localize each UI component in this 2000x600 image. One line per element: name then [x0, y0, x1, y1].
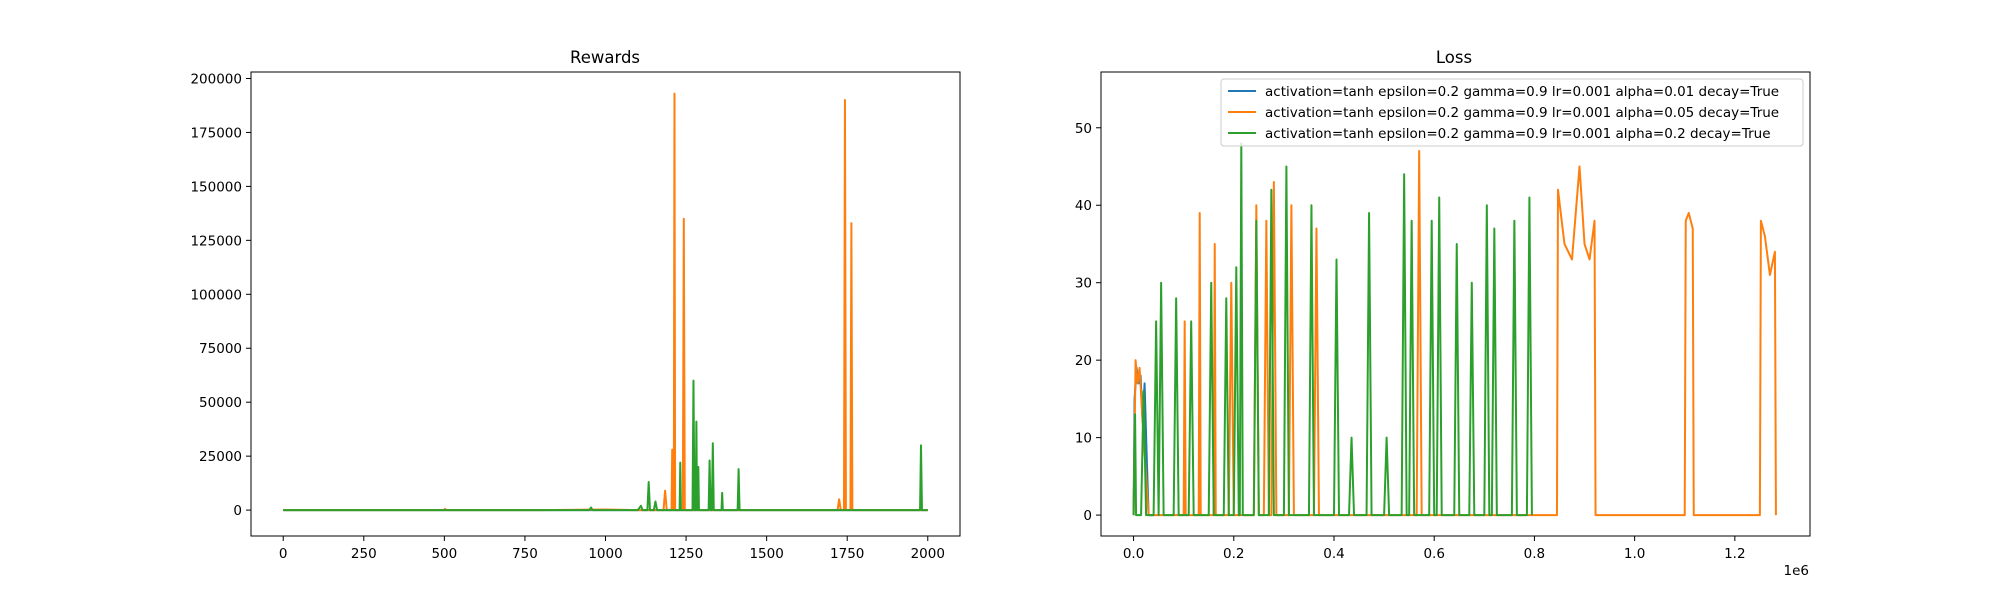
rewards-y-tick-label: 175000	[190, 125, 242, 141]
legend-label-series-1: activation=tanh epsilon=0.2 gamma=0.9 lr…	[1265, 84, 1779, 100]
loss-series-2-line	[1132, 150, 1777, 517]
loss-chart: Loss 0 10 20 30 40 50 0.0 0.2 0.4 0.6 0.8 1.0 1.2 1…	[1075, 48, 1811, 579]
loss-y-axis: 0 10 20 30 40 50	[1075, 121, 1101, 524]
loss-x-tick-label: 1.0	[1624, 546, 1645, 562]
loss-y-tick-label: 10	[1075, 431, 1092, 447]
rewards-plot-frame	[250, 71, 961, 537]
rewards-x-tick-label: 500	[431, 546, 457, 562]
loss-x-tick-label: 0.4	[1323, 546, 1344, 562]
rewards-x-axis: 0 250 500 750 1000 1250 1500 1750 2000	[279, 536, 945, 562]
rewards-x-tick-label: 1500	[749, 546, 783, 562]
loss-x-tick-label: 0.8	[1524, 546, 1545, 562]
loss-x-tick-label: 0.2	[1223, 546, 1244, 562]
loss-x-axis: 0.0 0.2 0.4 0.6 0.8 1.0 1.2	[1123, 536, 1746, 562]
legend-label-series-2: activation=tanh epsilon=0.2 gamma=0.9 lr…	[1265, 105, 1779, 121]
loss-y-tick-label: 40	[1075, 198, 1092, 214]
loss-y-tick-label: 20	[1075, 353, 1092, 369]
loss-y-tick-label: 50	[1075, 121, 1092, 137]
rewards-series-group	[283, 92, 928, 512]
rewards-x-tick-label: 1250	[669, 546, 703, 562]
rewards-chart: Rewards 0 25000 50000 75000 100000 125000 1500…	[190, 48, 961, 562]
legend-label-series-3: activation=tanh epsilon=0.2 gamma=0.9 lr…	[1265, 126, 1771, 142]
rewards-x-tick-label: 2000	[911, 546, 945, 562]
rewards-y-tick-label: 0	[233, 503, 242, 519]
rewards-y-tick-label: 50000	[199, 395, 242, 411]
rewards-y-tick-label: 150000	[190, 179, 242, 195]
rewards-x-tick-label: 1750	[830, 546, 864, 562]
rewards-y-tick-label: 25000	[199, 449, 242, 465]
loss-x-tick-label: 1.2	[1724, 546, 1745, 562]
rewards-y-tick-label: 125000	[190, 233, 242, 249]
rewards-x-tick-label: 1000	[588, 546, 622, 562]
loss-x-offset-label: 1e6	[1784, 563, 1809, 579]
rewards-y-tick-label: 100000	[190, 287, 242, 303]
rewards-x-tick-label: 250	[351, 546, 377, 562]
rewards-series-3-line	[283, 379, 928, 512]
loss-y-tick-label: 0	[1083, 508, 1092, 524]
rewards-x-tick-label: 750	[512, 546, 538, 562]
rewards-title: Rewards	[570, 48, 640, 67]
rewards-y-tick-label: 75000	[199, 341, 242, 357]
rewards-x-tick-label: 0	[279, 546, 288, 562]
loss-legend: activation=tanh epsilon=0.2 gamma=0.9 lr…	[1220, 78, 1804, 147]
loss-series-group	[1132, 142, 1777, 517]
loss-title: Loss	[1436, 48, 1472, 67]
loss-series-3-line	[1132, 142, 1533, 517]
loss-x-tick-label: 0.0	[1123, 546, 1144, 562]
loss-y-tick-label: 30	[1075, 276, 1092, 292]
legend-box	[1220, 78, 1804, 147]
loss-plot-frame	[1100, 71, 1811, 537]
rewards-y-tick-label: 200000	[190, 71, 242, 87]
loss-x-tick-label: 0.6	[1423, 546, 1444, 562]
rewards-y-axis: 0 25000 50000 75000 100000 125000 150000 175000…	[190, 71, 251, 519]
